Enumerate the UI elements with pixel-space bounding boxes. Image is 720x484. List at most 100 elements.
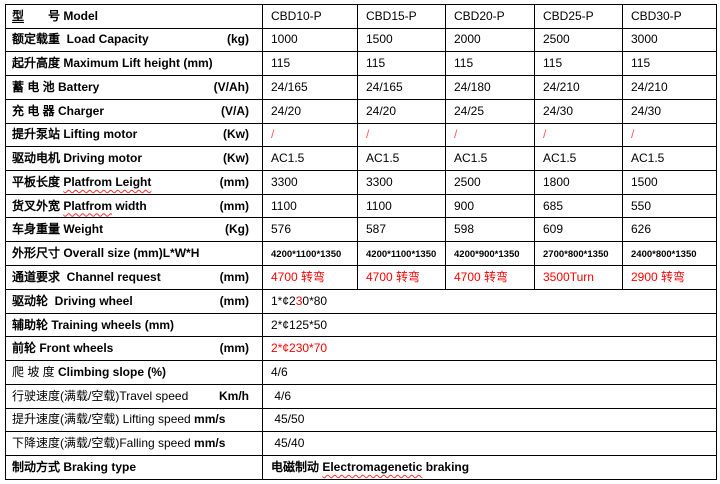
text-segment: Climbing slope (%) xyxy=(58,364,167,379)
row-label: 提升泵站 Lifting motor xyxy=(12,128,137,141)
text-segment: 4700 转弯 xyxy=(366,270,421,285)
value-cell-load-capacity-col4: 2500 xyxy=(534,27,623,53)
value-cell-platform-width-col4: 685 xyxy=(534,193,623,219)
value-cell-weight-col3: 598 xyxy=(445,217,535,243)
text-segment: 550 xyxy=(631,198,652,213)
table-row-travel-speed: 行驶速度(满载/空载)Travel speed Km/h 4/6 xyxy=(5,383,717,409)
value-cell-max-lift-height-col3: 115 xyxy=(445,51,535,77)
text-segment: 24/20 xyxy=(271,103,302,118)
value-cell-channel-request-col5: 2900 转弯 xyxy=(622,265,717,291)
row-label: 货叉外宽 Platfrom width xyxy=(12,199,147,213)
value-cell-charger-col4: 24/30 xyxy=(534,98,623,124)
value-cell-lifting-motor-col1: / xyxy=(262,122,358,148)
value-cell-charger-col2: 24/20 xyxy=(357,98,446,124)
value-cell-charger-col1: 24/20 xyxy=(262,98,358,124)
text-segment: 2900 转弯 xyxy=(631,270,686,285)
label-cell-battery: 蓄 电 池 Battery (V/Ah) xyxy=(5,75,263,100)
label-cell-platform-length: 平板长度 Platfrom Leight (mm) xyxy=(5,170,263,195)
row-unit: (Kg) xyxy=(225,222,249,237)
label-cell-lifting-motor: 提升泵站 Lifting motor (Kw) xyxy=(5,122,263,148)
text-segment: 24/30 xyxy=(631,103,662,118)
text-segment: 24/30 xyxy=(543,103,574,118)
row-label: 蓄 电 池 Battery xyxy=(12,80,99,94)
value-cell-platform-length-col1: 3300 xyxy=(262,170,358,195)
text-segment: 型 xyxy=(12,8,25,23)
value-cell-driving-wheel: 1*¢230*80 xyxy=(262,289,717,314)
text-segment: 24/20 xyxy=(366,103,397,118)
text-segment: 115 xyxy=(454,56,474,71)
value-cell-charger-col3: 24/25 xyxy=(445,98,535,124)
text-segment: 576 xyxy=(271,222,292,237)
value-cell-platform-length-col2: 3300 xyxy=(357,170,446,195)
value-cell-travel-speed: 4/6 xyxy=(262,383,717,409)
row-unit: (mm) xyxy=(219,293,249,308)
text-segment: CBD20-P xyxy=(454,8,505,23)
label-cell-driving-motor: 驱动电机 Driving motor (Kw) xyxy=(5,146,263,172)
row-label: 提升速度(满载/空载) Lifting speed mm/s xyxy=(12,413,225,426)
value-cell-front-wheels: 2*¢230*70 xyxy=(262,336,717,362)
value-cell-model-header-col3: CBD20-P xyxy=(445,4,535,29)
text-segment: 3500Turn xyxy=(543,270,594,285)
text-segment: 1*¢2 xyxy=(271,293,296,308)
text-segment: 充 电 器 Charger xyxy=(12,103,105,118)
row-label: 通道要求 Channel request xyxy=(12,270,161,284)
value-cell-driving-motor-col3: AC1.5 xyxy=(445,146,535,172)
label-cell-braking-type: 制动方式 Braking type xyxy=(5,455,263,480)
label-cell-platform-width: 货叉外宽 Platfrom width (mm) xyxy=(5,193,263,219)
value-cell-overall-size-col4: 2700*800*1350 xyxy=(534,241,623,267)
text-segment: mm/s xyxy=(194,436,226,451)
label-cell-weight: 车身重量 Weight (Kg) xyxy=(5,217,263,243)
label-wrap: 提升速度(满载/空载) Lifting speed mm/s xyxy=(7,413,262,426)
label-wrap: 制动方式 Braking type xyxy=(7,459,262,474)
value-cell-channel-request-col2: 4700 转弯 xyxy=(357,265,446,291)
row-unit: (mm) xyxy=(219,198,249,213)
label-cell-overall-size: 外形尺寸 Overall size (mm)L*W*H xyxy=(5,241,263,267)
value-cell-battery-col5: 24/210 xyxy=(622,75,717,100)
row-label: 行驶速度(满载/空载)Travel speed xyxy=(12,389,188,403)
table-row-channel-request: 通道要求 Channel request (mm) 4700 转弯 4700 转弯 47… xyxy=(5,265,717,291)
text-segment: 24/210 xyxy=(631,79,668,94)
value-cell-model-header-col4: CBD25-P xyxy=(534,4,623,29)
text-segment: / xyxy=(543,127,547,142)
row-unit: (mm) xyxy=(219,270,249,285)
text-segment: CBD30-P xyxy=(631,8,682,23)
table-row-climbing-slope: 爬 坡 度 Climbing slope (%) 4/6 xyxy=(5,360,717,385)
text-segment: 起升高度 Maximum Lift height (mm) xyxy=(12,56,213,71)
text-segment: 45/50 xyxy=(271,412,305,427)
text-segment: 爬 坡 度 xyxy=(12,364,59,379)
row-unit: (mm) xyxy=(219,341,249,356)
text-segment: 制动方式 Braking type xyxy=(12,459,137,474)
text-segment: 24/165 xyxy=(366,79,403,94)
row-label: 爬 坡 度 Climbing slope (%) xyxy=(12,364,167,379)
label-wrap: 前轮 Front wheels (mm) xyxy=(7,341,262,356)
row-label: 起升高度 Maximum Lift height (mm) xyxy=(12,57,213,70)
label-cell-climbing-slope: 爬 坡 度 Climbing slope (%) xyxy=(5,360,263,385)
label-cell-driving-wheel: 驱动轮 Driving wheel (mm) xyxy=(5,289,263,314)
row-label: 车身重量 Weight xyxy=(12,223,103,236)
text-segment: 1800 xyxy=(543,174,570,189)
label-wrap: 爬 坡 度 Climbing slope (%) xyxy=(7,364,262,379)
text-segment: 4700 转弯 xyxy=(271,270,326,285)
text-segment: 1100 xyxy=(271,198,297,213)
text-segment: 3000 xyxy=(631,32,658,47)
text-segment: 45/40 xyxy=(271,436,305,451)
label-cell-load-capacity: 额定载重 Load Capacity (kg) xyxy=(5,27,263,53)
value-cell-lifting-motor-col4: / xyxy=(534,122,623,148)
text-segment: 4700 转弯 xyxy=(454,270,509,285)
text-segment: 3300 xyxy=(271,174,298,189)
table-row-weight: 车身重量 Weight (Kg) 576 587 598 609 626 xyxy=(5,217,717,243)
row-label: 充 电 器 Charger xyxy=(12,103,105,118)
row-label: 辅助轮 Training wheels (mm) xyxy=(12,318,174,332)
row-unit: (Kw) xyxy=(223,151,249,166)
row-unit: (kg) xyxy=(227,32,249,47)
text-segment: 685 xyxy=(543,198,564,213)
label-wrap: 车身重量 Weight (Kg) xyxy=(7,222,262,237)
text-segment: 4200*1100*1350 xyxy=(271,249,342,261)
table-row-braking-type: 制动方式 Braking type 电磁制动 Electromagenetic b… xyxy=(5,455,717,480)
value-cell-weight-col5: 626 xyxy=(622,217,717,243)
label-wrap: 充 电 器 Charger (V/A) xyxy=(7,103,262,118)
value-cell-channel-request-col4: 3500Turn xyxy=(534,265,623,291)
label-wrap: 蓄 电 池 Battery (V/Ah) xyxy=(7,80,262,94)
text-segment: AC1.5 xyxy=(543,151,577,166)
